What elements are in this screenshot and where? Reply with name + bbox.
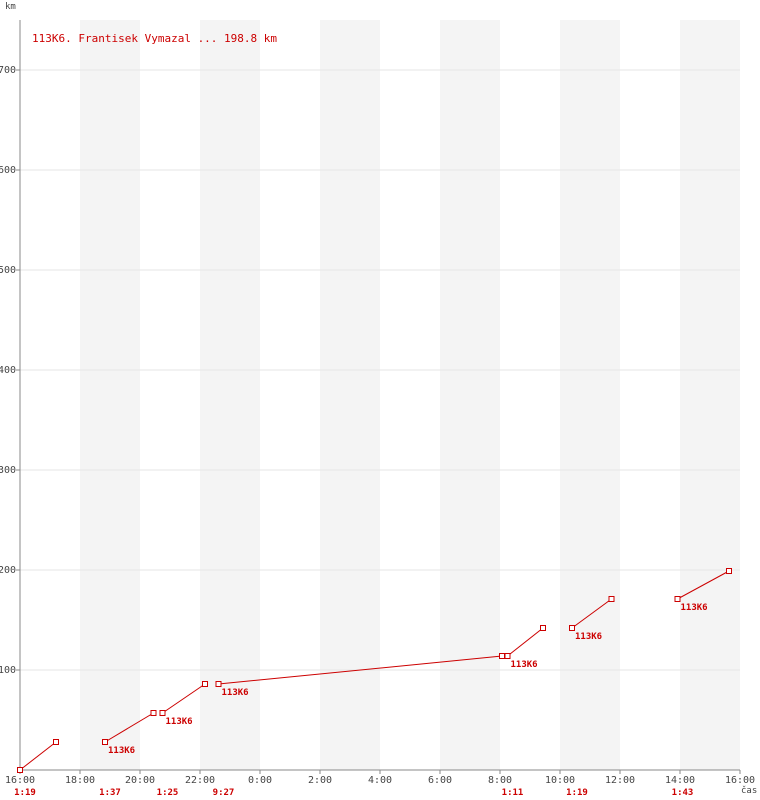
x-tick-label: 16:00 — [725, 775, 755, 786]
x-tick-label: 8:00 — [488, 775, 512, 786]
series-line — [571, 598, 612, 629]
y-tick-label: 700 — [0, 65, 16, 76]
series-line — [677, 570, 730, 600]
chart-title: 113K6. Frantisek Vymazal ... 198.8 km — [32, 32, 277, 45]
x-tick-label: 10:00 — [545, 775, 575, 786]
data-point — [726, 568, 732, 574]
y-tick-label: 500 — [0, 265, 16, 276]
data-point — [504, 653, 511, 659]
x-tick-label: 4:00 — [368, 775, 392, 786]
y-tick-label: 400 — [0, 365, 16, 376]
series-line — [104, 712, 154, 743]
series-line — [218, 655, 503, 685]
background-band — [440, 20, 500, 770]
x-tick-label: 14:00 — [665, 775, 695, 786]
duration-label: 1:37 — [99, 788, 121, 798]
segment-label: 113K6 — [222, 688, 249, 698]
y-tick-label: 100 — [0, 665, 16, 676]
x-tick-label: 2:00 — [308, 775, 332, 786]
x-axis-label: čas — [741, 785, 757, 796]
data-point — [215, 681, 222, 687]
x-tick-label: 6:00 — [428, 775, 452, 786]
duration-label: 1:19 — [566, 788, 588, 798]
data-point — [17, 767, 23, 773]
x-tick-label: 22:00 — [185, 775, 215, 786]
data-point — [540, 625, 546, 631]
series-line — [507, 627, 544, 657]
y-tick-label: 300 — [0, 465, 16, 476]
segment-label: 113K6 — [575, 632, 602, 642]
duration-label: 9:27 — [213, 788, 235, 798]
duration-label: 1:25 — [157, 788, 179, 798]
duration-label: 1:43 — [672, 788, 694, 798]
segment-label: 113K6 — [166, 717, 193, 727]
segment-label: 113K6 — [681, 603, 708, 613]
segment-label: 113K6 — [511, 660, 538, 670]
background-band — [200, 20, 260, 770]
duration-label: 1:11 — [502, 788, 524, 798]
y-tick-label: 200 — [0, 565, 16, 576]
x-tick-label: 0:00 — [248, 775, 272, 786]
y-tick-label: 600 — [0, 165, 16, 176]
segment-label: 113K6 — [108, 746, 135, 756]
data-point — [499, 653, 505, 659]
data-point — [608, 596, 615, 602]
data-point — [569, 625, 575, 631]
data-point — [53, 739, 59, 745]
series-line — [19, 741, 57, 771]
x-tick-label: 16:00 — [5, 775, 35, 786]
series-line — [162, 683, 206, 714]
background-band — [680, 20, 740, 770]
background-band — [320, 20, 380, 770]
data-point — [102, 739, 108, 745]
background-band — [560, 20, 620, 770]
y-axis-label: km — [5, 2, 16, 12]
x-tick-label: 20:00 — [125, 775, 155, 786]
duration-label: 1:19 — [14, 788, 36, 798]
data-point — [159, 710, 166, 716]
data-point — [202, 681, 208, 687]
data-point — [674, 596, 681, 602]
data-point — [150, 710, 157, 716]
background-band — [80, 20, 140, 770]
x-tick-label: 18:00 — [65, 775, 95, 786]
x-tick-label: 12:00 — [605, 775, 635, 786]
